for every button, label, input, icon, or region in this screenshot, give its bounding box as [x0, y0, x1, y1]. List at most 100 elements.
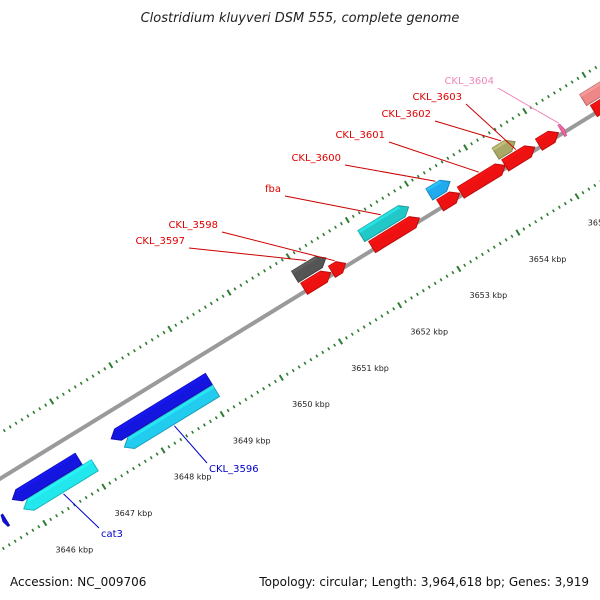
- minor-tick: [84, 495, 88, 500]
- gene-arrow[interactable]: [368, 216, 421, 254]
- minor-tick: [192, 312, 195, 317]
- minor-tick: [37, 524, 41, 529]
- gene-arrow[interactable]: [23, 459, 99, 511]
- minor-tick: [55, 514, 59, 518]
- minor-tick: [244, 397, 248, 402]
- gene-feature[interactable]: [557, 123, 567, 138]
- minor-tick: [298, 247, 302, 251]
- minor-tick: [357, 211, 361, 215]
- minor-tick: [588, 69, 592, 73]
- gene-arrow[interactable]: [357, 205, 410, 243]
- minor-tick: [563, 201, 567, 206]
- gene-feature[interactable]: [501, 145, 536, 172]
- major-tick: [403, 180, 410, 187]
- minor-tick: [492, 245, 496, 249]
- minor-tick: [356, 328, 360, 333]
- gene-feature[interactable]: [579, 70, 600, 107]
- gene-label[interactable]: CKL_3597: [135, 236, 185, 247]
- gene-label[interactable]: CKL_3603: [412, 92, 462, 103]
- minor-tick: [445, 274, 449, 278]
- gene-arrow[interactable]: [11, 452, 83, 502]
- major-tick: [49, 398, 55, 405]
- gene-highlight: [291, 256, 318, 274]
- gene-feature[interactable]: [534, 130, 560, 151]
- map-title: Clostridium kluyveri DSM 555, complete g…: [141, 11, 460, 26]
- gene-feature[interactable]: [110, 372, 213, 441]
- minor-tick: [268, 383, 271, 387]
- leader-line: [188, 247, 307, 261]
- gene-label[interactable]: CKL_3598: [168, 220, 218, 231]
- minor-tick: [126, 470, 129, 474]
- gene-arrow[interactable]: [123, 384, 221, 450]
- minor-tick: [327, 347, 331, 351]
- minor-tick: [386, 310, 390, 315]
- gene-label[interactable]: cat3: [101, 529, 123, 540]
- minor-tick: [505, 120, 509, 124]
- gene-feature[interactable]: [456, 163, 506, 199]
- minor-tick: [374, 318, 378, 322]
- minor-tick: [493, 127, 497, 131]
- gene-highlight: [436, 192, 451, 203]
- gene-feature[interactable]: [368, 216, 421, 254]
- kbp-label: 3648 kbp: [174, 473, 212, 482]
- gene-feature[interactable]: [290, 255, 327, 283]
- minor-tick: [198, 309, 201, 313]
- minor-tick: [96, 488, 100, 493]
- gene-label[interactable]: CKL_3596: [209, 464, 259, 475]
- label-leaders: [63, 87, 559, 529]
- scale-ticks: [1, 65, 600, 551]
- major-tick: [160, 447, 166, 454]
- accession-text: Accession: NC_009706: [10, 575, 146, 589]
- minor-tick: [446, 156, 450, 161]
- minor-tick: [127, 352, 130, 357]
- gene-highlight: [127, 385, 215, 440]
- minor-tick: [8, 425, 12, 429]
- minor-tick: [2, 428, 6, 433]
- minor-tick: [362, 325, 366, 329]
- gene-arrow[interactable]: [579, 70, 600, 107]
- gene-feature[interactable]: [436, 191, 461, 212]
- minor-tick: [90, 492, 94, 496]
- gene-label[interactable]: CKL_3600: [291, 153, 341, 164]
- gene-label[interactable]: CKL_3602: [381, 109, 431, 120]
- gene-feature[interactable]: [327, 261, 347, 278]
- gene-feature[interactable]: [0, 513, 11, 527]
- minor-tick: [421, 288, 425, 293]
- gene-feature[interactable]: [23, 459, 99, 511]
- major-tick: [108, 361, 114, 369]
- minor-tick: [79, 381, 83, 386]
- gene-label[interactable]: fba: [265, 184, 281, 195]
- gene-feature[interactable]: [300, 270, 332, 295]
- minor-tick: [451, 270, 455, 275]
- minor-tick: [191, 430, 195, 434]
- minor-tick: [392, 307, 396, 311]
- minor-tick: [463, 263, 467, 268]
- gene-feature[interactable]: [357, 205, 410, 243]
- minor-tick: [321, 350, 325, 355]
- minor-tick: [132, 466, 135, 471]
- major-tick: [397, 301, 403, 309]
- major-tick: [167, 325, 173, 333]
- gene-label[interactable]: CKL_3604: [444, 76, 494, 87]
- leader-line: [465, 103, 517, 150]
- minor-tick: [20, 417, 24, 422]
- minor-tick: [233, 287, 237, 291]
- leader-line: [284, 195, 381, 216]
- minor-tick: [458, 149, 462, 153]
- gene-feature[interactable]: [589, 82, 600, 118]
- gene-highlight: [579, 81, 600, 97]
- gene-feature[interactable]: [425, 179, 451, 201]
- gene-label[interactable]: CKL_3601: [335, 130, 385, 141]
- gene-feature[interactable]: [11, 452, 83, 502]
- minor-tick: [569, 198, 573, 202]
- minor-tick: [155, 452, 159, 456]
- minor-tick: [215, 298, 219, 302]
- gene-feature[interactable]: [123, 384, 221, 450]
- gene-arrow[interactable]: [456, 163, 506, 199]
- gene-arrow[interactable]: [110, 372, 213, 441]
- minor-tick: [14, 421, 18, 425]
- minor-tick: [522, 227, 526, 231]
- minor-tick: [498, 241, 502, 246]
- gene-feature[interactable]: [491, 139, 516, 160]
- minor-tick: [540, 216, 544, 220]
